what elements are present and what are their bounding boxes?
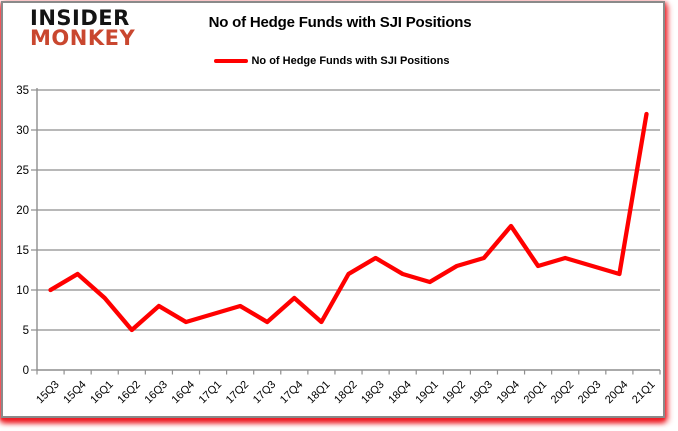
x-axis-label: 18Q1 bbox=[305, 379, 333, 407]
y-axis-label: 0 bbox=[23, 365, 29, 377]
logo-line-insider: INSIDER bbox=[30, 6, 130, 30]
x-axis-label: 18Q3 bbox=[359, 379, 387, 407]
y-axis-label: 20 bbox=[16, 205, 29, 217]
x-axis-label: 15Q3 bbox=[34, 379, 62, 407]
legend-label: No of Hedge Funds with SJI Positions bbox=[251, 55, 450, 67]
x-axis-label: 17Q2 bbox=[224, 379, 252, 407]
data-line bbox=[48, 111, 649, 333]
x-axis-label: 17Q3 bbox=[251, 379, 279, 407]
legend-line-swatch-icon bbox=[214, 58, 249, 64]
x-axis-label: 19Q1 bbox=[413, 379, 441, 407]
x-axis-label: 19Q2 bbox=[440, 379, 468, 407]
y-axis-label: 30 bbox=[16, 125, 29, 137]
x-axis-label: 20Q4 bbox=[603, 379, 631, 407]
x-axis-label: 18Q4 bbox=[386, 379, 414, 407]
x-axis-label: 17Q1 bbox=[197, 379, 225, 407]
x-axis-label: 20Q3 bbox=[576, 379, 604, 407]
insider-monkey-logo: INSIDER MONKEY bbox=[30, 6, 136, 50]
x-axis-label: 15Q4 bbox=[61, 379, 89, 407]
x-axis-label: 18Q2 bbox=[332, 379, 360, 407]
x-axis-label: 19Q3 bbox=[468, 379, 496, 407]
x-axis-label: 16Q4 bbox=[170, 379, 198, 407]
y-axis-label: 5 bbox=[23, 325, 29, 337]
y-axis-label: 10 bbox=[16, 285, 29, 297]
chart-legend: No of Hedge Funds with SJI Positions bbox=[0, 55, 664, 67]
y-axis-label: 35 bbox=[16, 85, 29, 97]
y-axis-label: 15 bbox=[16, 245, 29, 257]
chart-title: No of Hedge Funds with SJI Positions bbox=[208, 14, 472, 31]
x-axis-label: 16Q1 bbox=[88, 379, 116, 407]
x-axis-label: 16Q3 bbox=[142, 379, 170, 407]
x-axis-label: 19Q4 bbox=[495, 379, 523, 407]
x-axis-label: 20Q2 bbox=[549, 379, 577, 407]
x-axis-label: 21Q1 bbox=[630, 379, 658, 407]
y-axis-label: 25 bbox=[16, 165, 29, 177]
logo-line-monkey: MONKEY bbox=[30, 25, 136, 50]
x-axis-label: 20Q1 bbox=[522, 379, 550, 407]
x-axis-label: 16Q2 bbox=[115, 379, 143, 407]
x-axis-label: 17Q4 bbox=[278, 379, 306, 407]
